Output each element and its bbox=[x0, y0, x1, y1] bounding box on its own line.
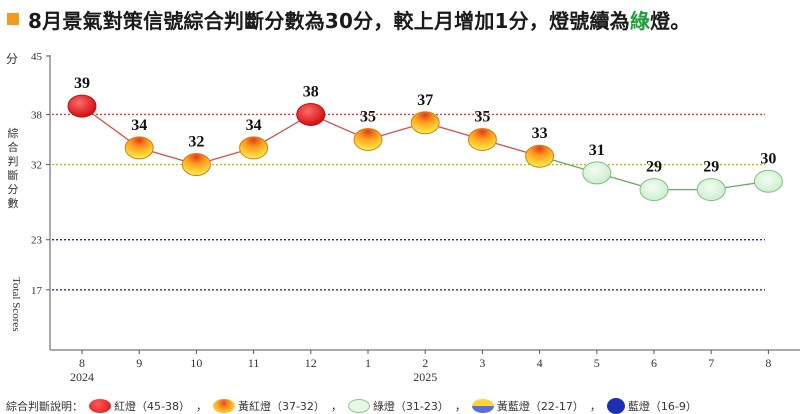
x-tick-label: 2 bbox=[422, 356, 428, 370]
green-light-icon bbox=[347, 398, 370, 413]
data-label: 29 bbox=[703, 159, 719, 176]
title-text-end: 燈。 bbox=[650, 9, 691, 33]
x-tick-label: 6 bbox=[651, 356, 657, 370]
y-axis-label-char: 數 bbox=[8, 197, 19, 210]
legend-label: 黃紅燈（37-32） bbox=[237, 399, 325, 413]
data-point bbox=[753, 169, 783, 193]
data-label: 30 bbox=[760, 150, 776, 167]
data-labels: 39 34 32 34 38 35 37 35 33 31 29 29 30 bbox=[74, 75, 776, 176]
data-point bbox=[696, 178, 726, 202]
x-tick-label: 1 bbox=[365, 356, 371, 370]
x-tick-label: 12 bbox=[305, 356, 317, 370]
x-tick-label: 4 bbox=[537, 356, 543, 370]
x-tick-label: 8 bbox=[765, 356, 771, 370]
legend-item-green: 綠燈（31-23） bbox=[347, 398, 449, 414]
yellow-blue-light-icon bbox=[471, 398, 494, 413]
legend-label: 黃藍燈（22-17） bbox=[496, 399, 584, 413]
title-bullet-icon bbox=[7, 13, 19, 25]
legend-separator: ， bbox=[454, 399, 466, 413]
legend-label: 藍燈（16-9） bbox=[627, 399, 697, 413]
y-axis-label-char: 判 bbox=[8, 155, 19, 168]
data-label: 31 bbox=[589, 142, 605, 159]
legend-label: 紅燈（45-38） bbox=[114, 399, 190, 413]
legend-title: 綜合判斷說明： bbox=[6, 399, 83, 413]
legend-item-blue: 藍燈（16-9） bbox=[606, 397, 697, 414]
data-label: 34 bbox=[246, 117, 262, 134]
x-tick-label: 10 bbox=[190, 356, 202, 370]
legend-item-red: 紅燈（45-38） bbox=[89, 398, 190, 414]
y-axis-label-char: 斷 bbox=[8, 169, 19, 182]
data-label: 34 bbox=[131, 117, 147, 134]
y-tick-label: 32 bbox=[31, 160, 42, 172]
threshold-lines bbox=[52, 113, 765, 291]
y-tick-label: 45 bbox=[31, 51, 43, 63]
data-point bbox=[582, 161, 612, 185]
data-point bbox=[467, 128, 497, 151]
x-tick-label: 9 bbox=[136, 356, 142, 370]
year-label: 2025 bbox=[413, 370, 437, 384]
legend-separator: ， bbox=[589, 399, 601, 413]
data-label: 39 bbox=[74, 75, 90, 92]
data-point bbox=[239, 136, 269, 160]
y-tick-label: 38 bbox=[31, 109, 43, 121]
data-point bbox=[410, 111, 440, 135]
x-tick-label: 5 bbox=[594, 356, 600, 370]
data-label: 38 bbox=[303, 83, 319, 100]
legend-item-yellow-blue: 黃藍燈（22-17） bbox=[471, 398, 584, 414]
data-points bbox=[67, 94, 783, 202]
data-label: 37 bbox=[417, 92, 433, 109]
title-highlight-green: 綠 bbox=[629, 9, 651, 33]
y-axis-label-english: Total Scores bbox=[10, 277, 22, 332]
x-tick-label: 11 bbox=[248, 356, 260, 370]
y-tick-label: 17 bbox=[31, 285, 43, 297]
y-axis-label-char: 合 bbox=[8, 140, 19, 154]
y-axis-label-char: 分 bbox=[8, 183, 19, 196]
y-axis-label-chinese: 綜合判斷分數 bbox=[8, 126, 19, 210]
data-point bbox=[67, 94, 97, 118]
page-header: 8月景氣對策信號綜合判斷分數為30分，較上月增加1分，燈號續為綠燈。 bbox=[0, 0, 810, 40]
data-point bbox=[124, 136, 154, 160]
y-axis-ticks: 45 38 32 23 17 bbox=[31, 51, 50, 297]
x-tick-label: 3 bbox=[479, 356, 485, 370]
x-tick-label: 8 bbox=[79, 356, 85, 370]
data-point bbox=[181, 153, 211, 177]
legend: 綜合判斷說明： 紅燈（45-38） ， 黃紅燈（37-32） ， 綠燈（31-2… bbox=[6, 397, 806, 414]
data-label: 35 bbox=[360, 109, 376, 126]
page-title: 8月景氣對策信號綜合判斷分數為30分，較上月增加1分，燈號續為綠燈。 bbox=[28, 5, 690, 34]
data-label: 35 bbox=[474, 109, 490, 126]
x-tick-label: 7 bbox=[708, 356, 714, 370]
data-point bbox=[353, 128, 383, 151]
red-light-icon bbox=[89, 398, 111, 413]
y-axis-label-char: 綜 bbox=[8, 126, 19, 140]
legend-item-yellow-red: 黃紅燈（37-32） bbox=[212, 398, 325, 414]
data-label: 29 bbox=[646, 159, 662, 176]
yellow-red-light-icon bbox=[212, 398, 235, 413]
data-point bbox=[639, 178, 669, 202]
data-label: 32 bbox=[188, 134, 204, 151]
y-tick-label: 23 bbox=[31, 235, 43, 247]
title-text: 8月景氣對策信號綜合判斷分數為30分，較上月增加1分，燈號續為 bbox=[28, 9, 630, 33]
legend-label: 綠燈（31-23） bbox=[372, 399, 449, 413]
y-axis-unit-label: 分 bbox=[6, 52, 18, 66]
year-label: 2024 bbox=[70, 370, 94, 384]
blue-light-icon bbox=[606, 397, 625, 414]
legend-separator: ， bbox=[330, 399, 342, 413]
data-label: 33 bbox=[532, 125, 548, 142]
data-point bbox=[296, 102, 326, 126]
data-point bbox=[525, 144, 555, 168]
legend-separator: ， bbox=[195, 399, 207, 413]
